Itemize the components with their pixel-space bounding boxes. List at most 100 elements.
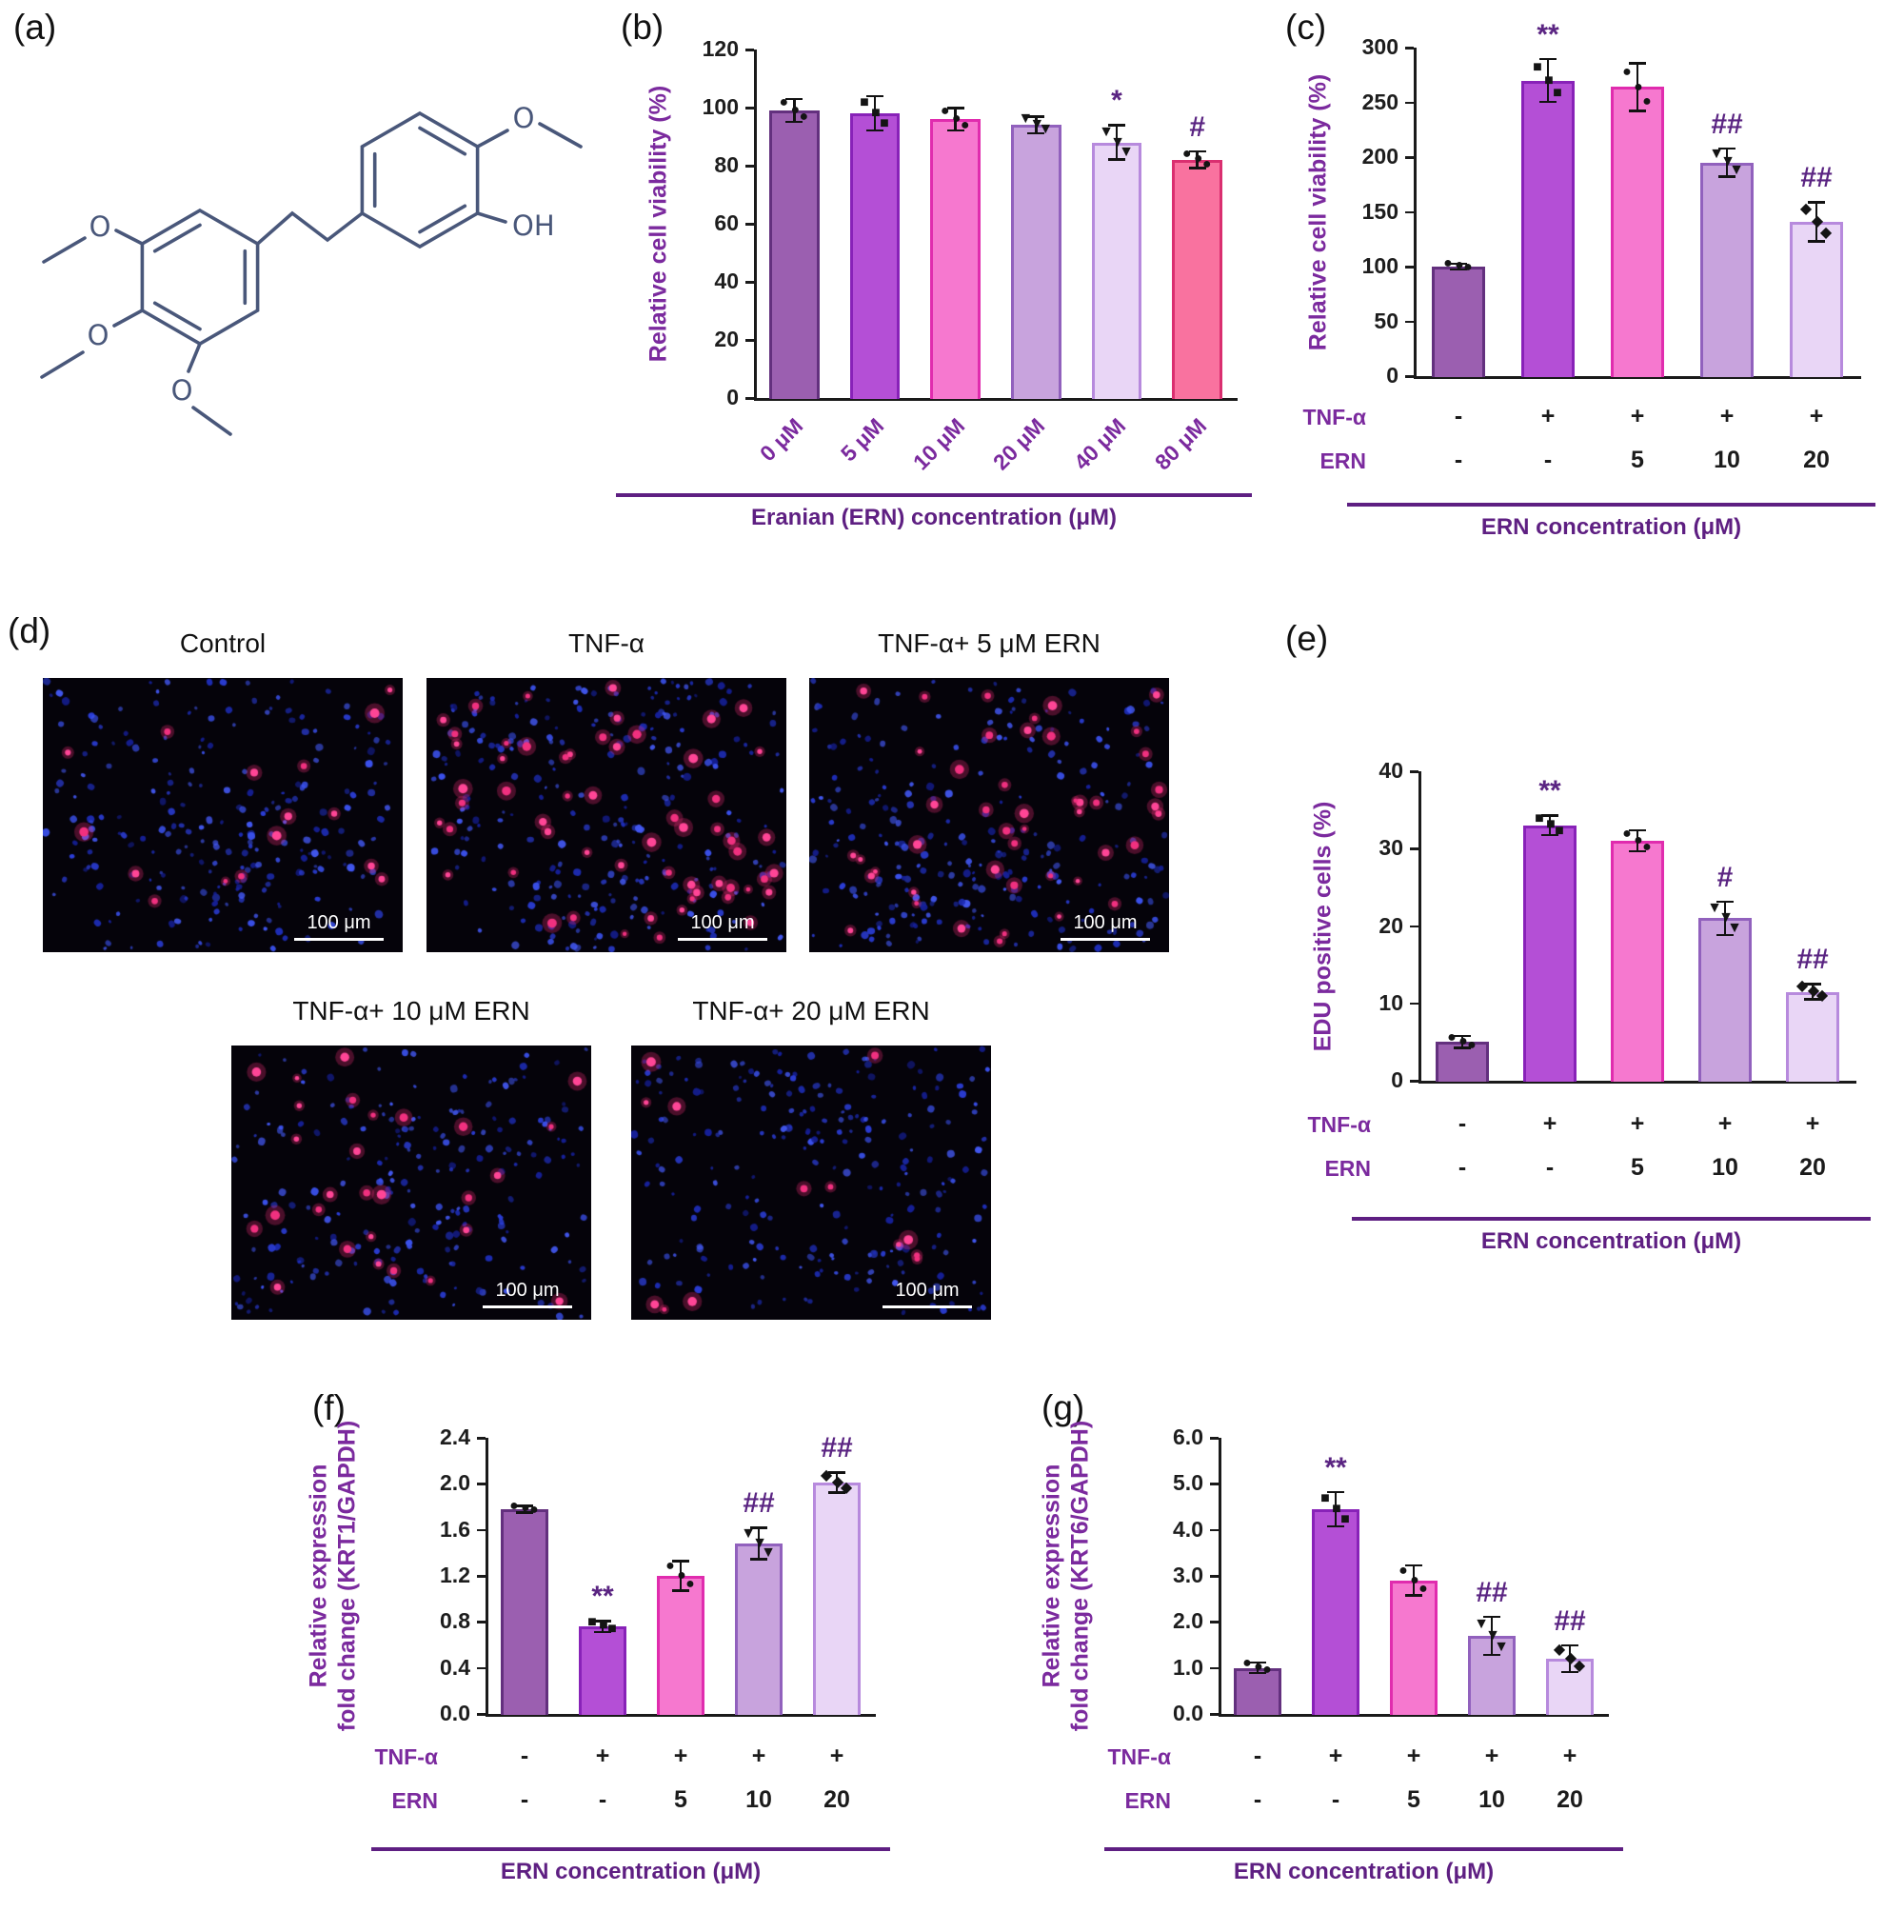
micro-label-tnf: TNF-α [568,628,645,658]
significance-annotation: ## [1796,944,1829,976]
panel-letter-f: (f) [312,1388,346,1427]
y-tick [1210,1621,1219,1623]
data-point: ● [509,1497,519,1514]
micro-label-control: Control [179,628,267,658]
error-bar [793,98,796,123]
group-row-value: 5 [1407,1786,1420,1813]
data-point: ◆ [1811,212,1824,229]
x-tick-label: 5 μM [835,413,889,467]
y-tick-label: 1.6 [440,1516,470,1542]
group-row-value: + [1717,1110,1733,1137]
error-bar-cap [1804,998,1821,1001]
group-row-value: + [829,1743,844,1769]
error-bar-cap [785,120,803,124]
x-axis-underline [1347,503,1875,507]
error-bar-cap [1808,239,1825,243]
significance-annotation: ## [1476,1576,1508,1608]
group-row-value: 20 [823,1786,850,1813]
y-axis-title: EDU positive cells (%) [1309,801,1337,1051]
data-point: ▼ [1727,919,1742,936]
data-point: ▼ [1119,144,1134,161]
bar [735,1544,783,1715]
y-tick-label: 0.0 [440,1701,470,1725]
y-tick-label: 2.0 [1173,1608,1203,1634]
fluorescence-image-tnf-10: 100 μm [231,1046,591,1320]
oxygen-label: O [88,319,109,351]
error-bar-cap [1483,1653,1500,1657]
x-axis-line [1418,1081,1856,1084]
y-tick-label: 2.0 [440,1470,470,1496]
y-axis-line [1418,771,1421,1084]
group-row-value: + [1542,1110,1557,1137]
fluorescence-image-tnf: 100 μm [426,678,786,952]
bar [1520,80,1576,377]
group-row-value: 5 [1631,447,1644,473]
oxygen-label: O [513,102,535,134]
error-bar-cap [516,1510,533,1514]
data-point: ◆ [1819,225,1833,242]
data-point: ▼ [1709,145,1724,162]
y-tick-label: 120 [702,36,739,61]
y-tick [1405,266,1414,269]
y-tick-label: 100 [1361,253,1398,278]
error-bar-cap [1188,167,1206,170]
y-axis-title: Relative expression fold change (KRT1/GA… [305,1420,361,1732]
y-tick-label: 10 [1378,989,1403,1015]
y-tick [1405,47,1414,50]
y-tick [477,1575,486,1578]
panel-letter-b: (b) [621,8,664,47]
data-point: ▼ [1038,121,1054,138]
group-row-value: - [1331,1786,1340,1813]
error-bar-cap [1561,1643,1578,1647]
data-point: ● [521,1500,530,1517]
error-bar-cap [1541,833,1558,837]
y-axis-line [754,50,757,401]
y-tick [477,1528,486,1532]
data-point: ◆ [820,1467,833,1484]
panel-letter-d: (d) [8,611,51,650]
data-point: ■ [1546,816,1556,833]
group-row-value: + [1805,1110,1820,1137]
y-tick [1210,1437,1219,1440]
chart-edu-positive: 0 10 20 30 40 EDU positive cells (%) ● ● ● ■ ■ ■ ** ●… [1280,647,1899,1276]
bar [1234,1667,1281,1715]
group-row-value: 10 [1714,447,1740,473]
error-bar-cap [1541,814,1558,817]
data-point: ■ [1553,85,1562,102]
y-axis-title: Relative expression fold change (KRT6/GA… [1038,1420,1094,1732]
group-row-value: - [520,1786,529,1813]
data-point: ▼ [752,1535,767,1551]
scale-bar-label: 100 μm [895,1280,960,1301]
fluorescence-canvas [809,678,1169,952]
error-bar-cap [1808,201,1825,204]
scale-bar: 100 μm [883,1280,972,1308]
data-point: ■ [587,1613,597,1630]
data-point: ◆ [1573,1658,1586,1675]
bar [1091,142,1142,399]
group-row-value: + [1719,403,1735,429]
data-point: ● [1201,155,1212,172]
y-tick-label: 5.0 [1173,1470,1203,1496]
y-tick-label: 300 [1361,34,1398,59]
y-tick [1210,1528,1219,1532]
error-bar [954,108,957,131]
fluorescence-canvas [231,1046,591,1320]
data-point: ● [529,1502,539,1519]
bar [1172,159,1222,399]
x-tick-label: 80 μM [1149,413,1212,475]
y-tick-label: 6.0 [1173,1424,1203,1449]
error-bar [1196,150,1199,169]
error-bar [601,1621,605,1633]
error-bar [1636,63,1639,111]
significance-annotation: * [1111,85,1122,117]
group-row-value: + [1540,403,1556,429]
significance-annotation: ** [591,1581,614,1613]
scale-bar-label: 100 μm [307,912,371,933]
scale-bar: 100 μm [294,912,384,941]
error-bar [873,95,877,131]
x-axis-line [486,1714,876,1717]
error-bar-cap [750,1526,767,1529]
x-tick-label: 0 μM [755,413,808,467]
y-tick [745,281,754,284]
group-row-value: + [751,1743,766,1769]
